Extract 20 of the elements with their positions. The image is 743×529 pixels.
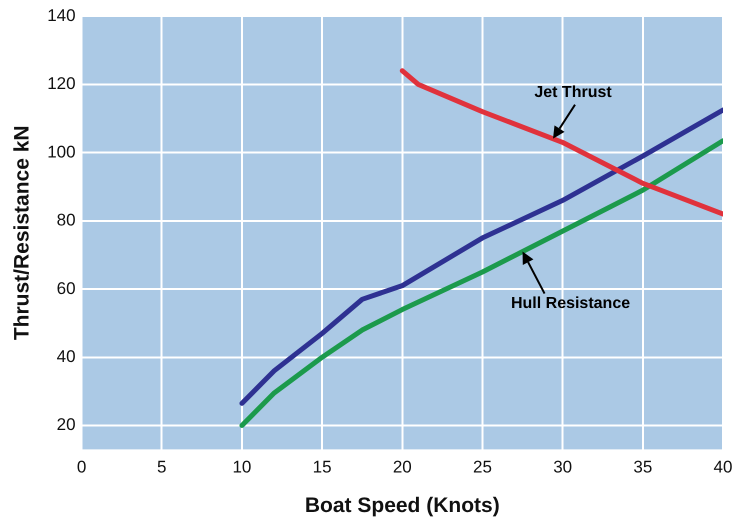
y-tick-label: 60 — [56, 278, 76, 298]
y-tick-label: 120 — [47, 74, 76, 94]
x-tick-label: 25 — [473, 457, 492, 476]
y-tick-label: 80 — [56, 210, 76, 230]
x-tick-label: 20 — [392, 457, 412, 476]
x-tick-label: 5 — [157, 457, 166, 476]
x-tick-label: 10 — [232, 457, 252, 476]
y-tick-label: 40 — [56, 346, 76, 366]
y-axis-title: Thrust/Resistance kN — [10, 125, 34, 340]
y-tick-label: 20 — [56, 415, 76, 434]
x-axis-title: Boat Speed (Knots) — [304, 494, 500, 518]
x-tick-label: 0 — [76, 457, 86, 476]
x-tick-label: 35 — [633, 457, 652, 476]
x-tick-label: 30 — [553, 457, 572, 476]
annotation: Jet Thrust — [534, 84, 612, 102]
y-tick-label: 100 — [47, 142, 76, 162]
x-tick-label: 40 — [714, 457, 732, 476]
x-tick-label: 15 — [312, 457, 332, 476]
annotation: Hull Resistance — [510, 294, 630, 312]
y-tick-label: 140 — [47, 6, 76, 25]
